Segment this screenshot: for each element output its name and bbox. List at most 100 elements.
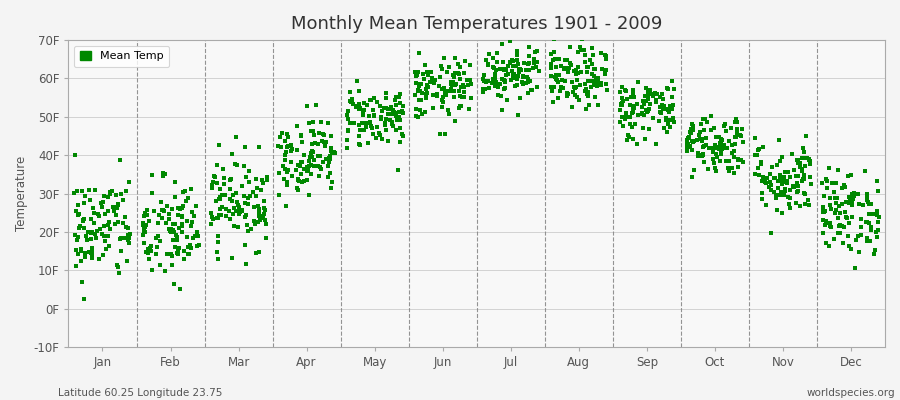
Point	[413, 88, 428, 94]
Point	[257, 207, 272, 213]
Point	[293, 133, 308, 140]
Point	[662, 107, 676, 113]
Point	[357, 107, 372, 114]
Point	[522, 67, 536, 73]
Point	[497, 86, 511, 92]
Point	[76, 218, 90, 224]
Point	[642, 88, 656, 94]
Point	[175, 214, 189, 220]
Point	[725, 165, 740, 171]
Point	[206, 216, 220, 222]
Point	[387, 109, 401, 115]
Point	[237, 163, 251, 169]
Point	[558, 57, 572, 64]
Point	[623, 121, 637, 127]
Point	[213, 194, 228, 200]
Point	[595, 65, 609, 72]
Point	[353, 105, 367, 112]
Point	[505, 68, 519, 74]
Point	[232, 211, 247, 218]
Point	[663, 117, 678, 124]
Point	[215, 192, 230, 198]
Title: Monthly Mean Temperatures 1901 - 2009: Monthly Mean Temperatures 1901 - 2009	[291, 15, 662, 33]
Point	[168, 232, 183, 238]
Point	[475, 89, 490, 96]
Point	[626, 107, 640, 114]
Point	[716, 136, 730, 143]
Point	[305, 154, 320, 160]
Point	[506, 58, 520, 64]
Point	[323, 145, 338, 152]
Point	[304, 162, 319, 168]
Point	[698, 135, 713, 141]
Point	[695, 153, 709, 159]
Point	[598, 52, 613, 59]
Point	[421, 72, 436, 78]
Point	[211, 215, 225, 221]
Point	[238, 242, 253, 248]
Point	[759, 175, 773, 181]
Point	[249, 176, 264, 182]
Point	[373, 132, 387, 138]
Point	[446, 94, 461, 100]
Point	[842, 200, 856, 206]
Point	[842, 194, 856, 200]
Point	[506, 63, 520, 69]
Point	[545, 99, 560, 105]
Point	[770, 207, 784, 213]
Point	[589, 79, 603, 85]
Point	[547, 49, 562, 55]
Point	[693, 128, 707, 135]
Point	[150, 244, 165, 250]
Point	[661, 86, 675, 92]
Point	[697, 127, 711, 133]
Point	[393, 139, 408, 145]
Point	[509, 48, 524, 54]
Point	[489, 79, 503, 86]
Point	[551, 95, 565, 102]
Point	[649, 98, 663, 105]
Point	[157, 208, 171, 214]
Point	[357, 126, 372, 133]
Point	[172, 225, 186, 231]
Point	[770, 192, 785, 198]
Point	[587, 72, 601, 79]
Point	[863, 238, 878, 245]
Point	[613, 106, 627, 113]
Point	[86, 229, 100, 236]
Point	[317, 138, 331, 145]
Point	[662, 102, 677, 109]
Point	[637, 100, 652, 107]
Point	[569, 66, 583, 73]
Point	[307, 132, 321, 138]
Point	[843, 197, 858, 204]
Point	[491, 92, 505, 98]
Point	[210, 215, 224, 221]
Point	[490, 59, 504, 65]
Point	[427, 80, 441, 86]
Point	[182, 251, 196, 257]
Point	[854, 216, 868, 222]
Point	[352, 106, 366, 112]
Point	[760, 202, 774, 208]
Point	[841, 232, 855, 239]
Point	[82, 249, 96, 255]
Point	[620, 132, 634, 138]
Point	[81, 228, 95, 235]
Point	[223, 176, 238, 183]
Point	[439, 88, 454, 94]
Point	[173, 286, 187, 292]
Point	[164, 226, 178, 232]
Point	[409, 106, 423, 112]
Point	[122, 235, 137, 241]
Point	[835, 184, 850, 191]
Point	[763, 170, 778, 177]
Point	[211, 162, 225, 168]
Point	[520, 90, 535, 96]
Point	[219, 213, 233, 220]
Point	[488, 71, 502, 78]
Point	[447, 74, 462, 80]
Point	[836, 182, 850, 188]
Point	[120, 258, 134, 264]
Point	[96, 192, 111, 199]
